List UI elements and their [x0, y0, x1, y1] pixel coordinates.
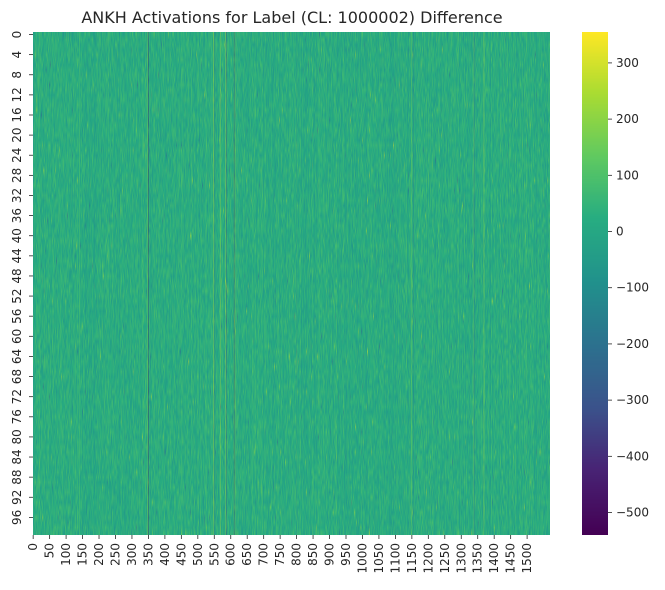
y-tick-label: 88 — [10, 470, 24, 485]
y-tick-label: 44 — [10, 248, 24, 263]
x-tick-label: 900 — [323, 543, 337, 566]
y-tick-label: 4 — [10, 51, 24, 59]
y-tick-label: 72 — [10, 389, 24, 404]
y-tick-label: 52 — [10, 288, 24, 303]
colorbar-tick-label: 100 — [616, 168, 639, 182]
heatmap-area — [33, 32, 550, 535]
x-tick-label: 100 — [59, 543, 73, 566]
y-tick-label: 40 — [10, 228, 24, 243]
x-tick-label: 850 — [306, 543, 320, 566]
colorbar-tick-label: 200 — [616, 112, 639, 126]
x-tick-label: 750 — [273, 543, 287, 566]
x-tick-label: 1500 — [520, 543, 534, 574]
y-tick-label: 0 — [10, 31, 24, 39]
colorbar-tick-label: −100 — [616, 281, 649, 295]
x-tick-label: 1050 — [372, 543, 386, 574]
x-tick-label: 450 — [174, 543, 188, 566]
y-tick-label: 24 — [10, 148, 24, 163]
x-tick-label: 1000 — [355, 543, 369, 574]
x-tick-label: 200 — [92, 543, 106, 566]
colorbar-gradient — [582, 32, 608, 535]
y-tick-label: 32 — [10, 188, 24, 203]
colorbar-tick-label: −400 — [616, 449, 649, 463]
y-tick-label: 12 — [10, 87, 24, 102]
x-tick-label: 300 — [125, 543, 139, 566]
x-tick-label: 1250 — [438, 543, 452, 574]
x-tick-label: 500 — [191, 543, 205, 566]
x-tick-label: 400 — [158, 543, 172, 566]
chart-title: ANKH Activations for Label (CL: 1000002)… — [81, 8, 502, 27]
colorbar-tick-label: −200 — [616, 337, 649, 351]
x-tick-label: 1450 — [504, 543, 518, 574]
y-tick-label: 84 — [10, 449, 24, 464]
x-tick-label: 800 — [290, 543, 304, 566]
x-tick-label: 650 — [240, 543, 254, 566]
colorbar-tick-label: 0 — [616, 225, 624, 239]
x-tick-label: 1200 — [421, 543, 435, 574]
y-tick-label: 92 — [10, 490, 24, 505]
x-tick-label: 0 — [26, 543, 40, 551]
x-tick-label: 600 — [224, 543, 238, 566]
x-tick-label: 550 — [207, 543, 221, 566]
x-axis: 0 50 100 150 200 250 300 350 400 450 500 550 600 650 7… — [26, 535, 534, 574]
colorbar-tick-label: −300 — [616, 393, 649, 407]
x-tick-label: 700 — [257, 543, 271, 566]
x-tick-label: 50 — [43, 543, 57, 558]
y-tick-label: 60 — [10, 329, 24, 344]
colorbar-tick-label: 300 — [616, 56, 639, 70]
y-tick-label: 28 — [10, 168, 24, 183]
heatmap-cells — [33, 32, 550, 535]
y-tick-label: 20 — [10, 127, 24, 142]
y-tick-label: 8 — [10, 71, 24, 79]
y-tick-label: 56 — [10, 309, 24, 324]
x-tick-label: 1400 — [487, 543, 501, 574]
x-tick-label: 1350 — [471, 543, 485, 574]
y-tick-label: 64 — [10, 349, 24, 364]
x-tick-label: 250 — [108, 543, 122, 566]
x-tick-label: 950 — [339, 543, 353, 566]
x-tick-label: 150 — [76, 543, 90, 566]
y-tick-label: 76 — [10, 409, 24, 424]
x-tick-label: 1100 — [388, 543, 402, 574]
y-tick-label: 96 — [10, 510, 24, 525]
y-tick-label: 48 — [10, 268, 24, 283]
y-axis: 0481216202428323640444852566064687276808… — [10, 31, 33, 525]
x-tick-label: 1300 — [454, 543, 468, 574]
y-tick-label: 80 — [10, 429, 24, 444]
x-tick-label: 350 — [141, 543, 155, 566]
y-tick-label: 36 — [10, 208, 24, 223]
x-tick-label: 1150 — [405, 543, 419, 574]
colorbar: 300 200 100 0 −100 −200 −300 −400 −500 — [582, 32, 649, 535]
y-tick-label: 68 — [10, 369, 24, 384]
colorbar-tick-label: −500 — [616, 506, 649, 520]
y-tick-label: 16 — [10, 107, 24, 122]
